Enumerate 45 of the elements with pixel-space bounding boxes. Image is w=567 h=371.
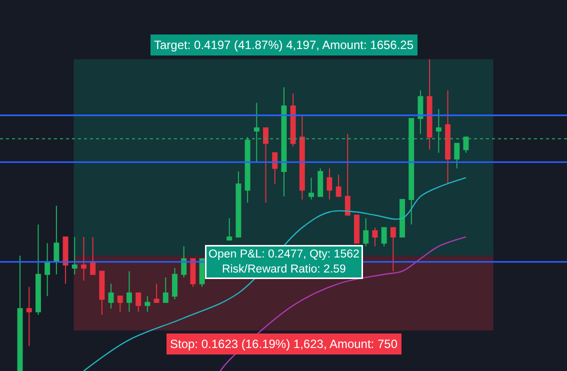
candlestick xyxy=(445,90,451,184)
candlestick xyxy=(354,214,360,244)
candlestick xyxy=(372,227,378,247)
candlestick xyxy=(336,174,342,197)
annotation: Open P&L: 0.2477, Qty: 1562 Risk/Reward Ratio: 2.59 xyxy=(208,248,360,276)
candlestick xyxy=(344,134,350,216)
candlestick xyxy=(272,152,278,184)
candlestick xyxy=(308,177,314,200)
candlestick xyxy=(236,170,242,238)
candlestick xyxy=(181,246,187,278)
candlestick xyxy=(17,255,23,371)
candlestick xyxy=(318,168,324,197)
candlestick xyxy=(226,218,232,241)
candlestick xyxy=(44,242,50,297)
candlestick xyxy=(99,270,105,316)
band-label: Stop: 0.1623 (16.19%) 1,623, Amount: 750 xyxy=(170,337,398,351)
candlestick xyxy=(290,93,296,148)
candlestick xyxy=(154,283,160,303)
candlestick xyxy=(363,218,369,247)
candlestick xyxy=(263,127,268,204)
candlestick xyxy=(326,168,332,200)
candlestick xyxy=(117,296,123,312)
candlestick xyxy=(35,224,41,316)
candlestick xyxy=(299,114,305,200)
candlestick xyxy=(418,90,424,135)
candlestick xyxy=(90,236,96,275)
candlestick xyxy=(81,236,86,282)
candlestick xyxy=(144,296,150,312)
candlestick xyxy=(172,268,178,300)
candlestick xyxy=(199,258,205,288)
candlestick xyxy=(400,199,405,238)
candlestick xyxy=(190,258,196,288)
candlestick xyxy=(390,227,396,272)
candlestick xyxy=(54,205,60,275)
candlestick xyxy=(454,142,460,169)
candlestick xyxy=(381,227,387,247)
candlestick xyxy=(72,236,78,275)
candlestick xyxy=(162,276,168,303)
candlestick xyxy=(136,292,142,312)
candlestick xyxy=(126,270,132,312)
candlestick xyxy=(26,286,32,347)
band-label: Target: 0.4197 (41.87%) 4,197, Amount: 1656.25 xyxy=(154,38,414,52)
candlestick xyxy=(108,283,114,310)
candlestick xyxy=(62,236,68,284)
candlestick xyxy=(426,58,432,150)
